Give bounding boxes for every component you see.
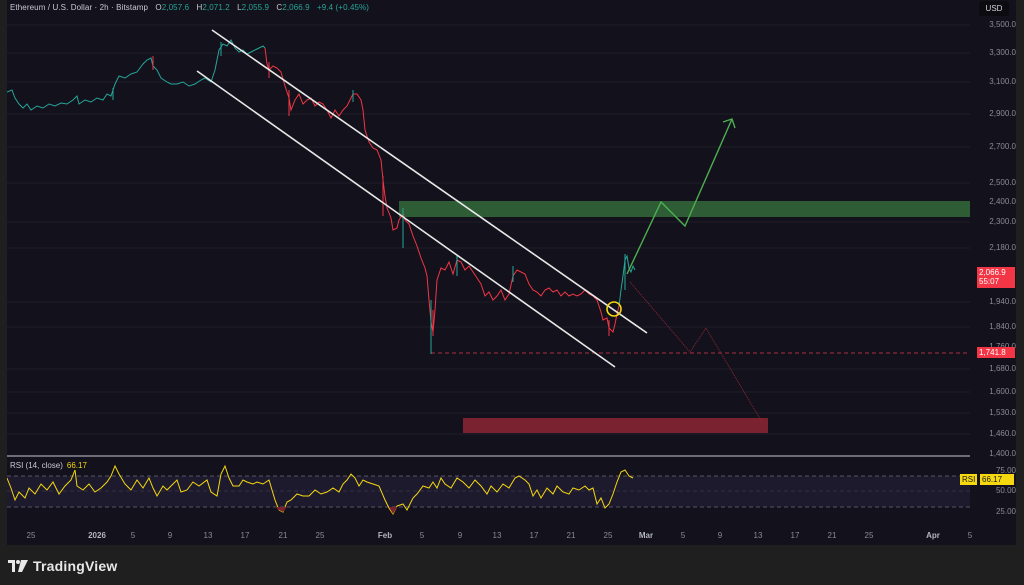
price-label: 1,760.0: [970, 342, 1016, 351]
price-label: 1,530.0: [989, 408, 1016, 417]
price-chart[interactable]: [7, 0, 970, 545]
time-label: 13: [492, 531, 502, 540]
time-label: 9: [457, 531, 463, 540]
price-label: 3,500.0: [989, 20, 1016, 29]
time-label: Apr: [926, 531, 940, 540]
rsi-tag-value: 66.17: [980, 474, 1014, 485]
price-label: 2,500.0: [989, 178, 1016, 187]
time-label: Mar: [638, 531, 654, 540]
gridlines: [7, 24, 970, 435]
rsi-legend[interactable]: RSI (14, close) 66.17: [10, 461, 87, 470]
rsi-title: RSI (14, close): [10, 461, 63, 470]
level-price-tag: 1,741.8: [977, 347, 1015, 358]
time-label: 5: [419, 531, 425, 540]
brand-name: TradingView: [33, 558, 118, 574]
symbol-legend[interactable]: Ethereum / U.S. Dollar · 2h · Bitstamp O…: [10, 3, 370, 12]
current-price: 2,066.9: [979, 268, 1006, 277]
time-label: 21: [827, 531, 837, 540]
time-axis[interactable]: 25 2026 5 9 13 17 21 25 Feb 5 9 13 17 21…: [7, 529, 973, 543]
time-label: 17: [240, 531, 250, 540]
rsi-value: 66.17: [66, 461, 87, 470]
candle-wicks: [112, 42, 626, 354]
current-price-tag: 2,066.9 55:07: [977, 267, 1015, 288]
breakout-marker: [606, 301, 622, 317]
price-label: 1,680.0: [989, 364, 1016, 373]
right-edge: [1016, 0, 1024, 545]
open-value: 2,057.6: [161, 3, 190, 12]
symbol-title: Ethereum / U.S. Dollar · 2h · Bitstamp: [10, 3, 149, 12]
rsi-level-label: 50.00: [995, 486, 1016, 495]
time-label: Feb: [377, 531, 393, 540]
candles: [7, 39, 636, 333]
chart-frame: [7, 0, 1016, 545]
close-value: 2,066.9: [282, 3, 310, 12]
rsi-tag-name: RSI: [960, 474, 978, 485]
price-label: 2,900.0: [989, 109, 1016, 118]
time-label: 5: [130, 531, 136, 540]
bearish-projection: [629, 281, 763, 423]
time-label: 25: [603, 531, 613, 540]
support-zone: [463, 418, 768, 433]
rsi-level-label: 75.00: [995, 466, 1016, 475]
time-label: 2026: [88, 531, 106, 540]
price-label: 3,100.0: [989, 77, 1016, 86]
price-label: 1,840.0: [989, 322, 1016, 331]
low-value: 2,055.9: [241, 3, 270, 12]
footer-branding: TradingView: [8, 556, 117, 576]
channel-upper-line: [211, 29, 648, 334]
time-label: 21: [566, 531, 576, 540]
resistance-zone: [399, 201, 970, 217]
bullish-projection: [626, 118, 733, 275]
time-label: 25: [864, 531, 874, 540]
price-label: 1,460.0: [989, 429, 1016, 438]
time-label: 5: [967, 531, 973, 540]
price-label: 1,940.0: [989, 297, 1016, 306]
price-label: 2,400.0: [989, 197, 1016, 206]
rsi-line: [7, 464, 634, 515]
price-label: 1,400.0: [989, 449, 1016, 458]
time-label: 17: [790, 531, 800, 540]
change-value: +9.4 (+0.45%): [317, 3, 370, 12]
time-label: 13: [203, 531, 213, 540]
rsi-level-label: 25.00: [995, 507, 1016, 516]
time-label: 17: [529, 531, 539, 540]
bullish-arrow-head: [722, 118, 736, 129]
time-label: 25: [315, 531, 325, 540]
time-label: 25: [26, 531, 36, 540]
price-label: 1,600.0: [989, 387, 1016, 396]
bar-countdown: 55:07: [979, 277, 1000, 286]
time-label: 5: [680, 531, 686, 540]
price-axis[interactable]: 3,500.0 3,300.0 3,100.0 2,900.0 2,700.0 …: [970, 0, 1016, 545]
high-value: 2,071.2: [202, 3, 230, 12]
price-label: 3,300.0: [989, 48, 1016, 57]
price-label: 2,180.0: [989, 243, 1016, 252]
time-label: 9: [717, 531, 723, 540]
tradingview-logo-icon: [8, 560, 28, 572]
channel-lower-line: [196, 70, 616, 368]
currency-button[interactable]: USD: [979, 1, 1009, 16]
time-label: 21: [278, 531, 288, 540]
time-label: 9: [167, 531, 173, 540]
price-label: 2,700.0: [989, 142, 1016, 151]
rsi-oversold-fill: [275, 507, 287, 512]
price-label: 2,300.0: [989, 217, 1016, 226]
time-label: 13: [753, 531, 763, 540]
